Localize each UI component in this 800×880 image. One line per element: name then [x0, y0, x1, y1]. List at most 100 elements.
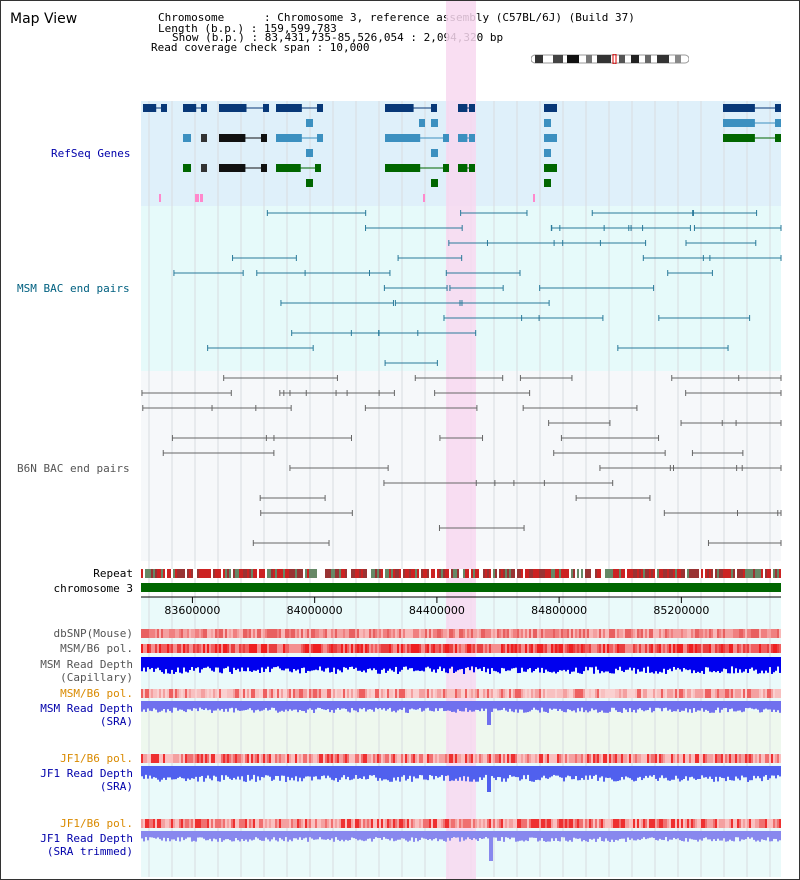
- jf1-depth-trimmed-bar: [153, 831, 155, 838]
- jf1-depth-trimmed-bar: [775, 831, 777, 839]
- jf1-pol2-cell: [183, 819, 185, 828]
- jf1-depth-trimmed-bar: [347, 831, 349, 841]
- jf1-depth-trimmed-bar: [267, 831, 269, 840]
- repeat-segment: [581, 569, 583, 578]
- label-sra-1: (SRA): [99, 715, 133, 728]
- msm-depth-capillary-bar: [595, 657, 597, 667]
- dbsnp-cell: [597, 629, 599, 638]
- msm-pol2-cell: [447, 689, 449, 698]
- repeat-segment: [477, 569, 479, 578]
- dbsnp-cell: [337, 629, 339, 638]
- msm-pol-cell: [273, 644, 275, 653]
- jf1-depth-sra-bar: [657, 766, 659, 781]
- repeat-segment: [151, 569, 153, 578]
- jf1-pol2-cell: [457, 819, 459, 828]
- dbsnp-cell: [363, 629, 365, 638]
- jf1-pol-cell: [461, 754, 463, 763]
- msm-depth-sra-bar: [695, 701, 697, 712]
- msm-depth-sra-bar: [593, 701, 595, 711]
- msm-pol-cell: [223, 644, 225, 653]
- jf1-depth-sra-bar: [777, 766, 779, 776]
- jf1-pol-cell: [343, 754, 345, 763]
- jf1-depth-sra-bar: [455, 766, 457, 779]
- msm-depth-sra-bar: [427, 701, 429, 708]
- repeat-segment: [467, 569, 469, 578]
- msm-depth-sra-bar: [657, 701, 659, 708]
- repeat-segment: [537, 569, 539, 578]
- jf1-depth-trimmed-bar: [643, 831, 645, 838]
- dbsnp-cell: [477, 629, 479, 638]
- jf1-depth-sra-bar: [331, 766, 333, 780]
- jf1-depth-trimmed-bar: [581, 831, 583, 842]
- jf1-depth-trimmed-bar: [289, 831, 291, 840]
- jf1-pol-cell: [523, 754, 525, 763]
- repeat-segment: [205, 569, 207, 578]
- label-dbsnp: dbSNP(Mouse): [53, 627, 133, 640]
- msm-depth-sra-bar: [433, 701, 435, 712]
- msm-depth-sra-bar: [161, 701, 163, 711]
- jf1-pol-cell: [685, 754, 687, 763]
- gene-exon: [443, 164, 449, 172]
- jf1-depth-trimmed-bar: [263, 831, 265, 841]
- gene-exon: [143, 104, 157, 112]
- jf1-depth-trimmed-bar: [389, 831, 391, 841]
- msm-depth-capillary-bar: [717, 657, 719, 672]
- jf1-pol-cell: [577, 754, 579, 763]
- jf1-depth-sra-bar: [665, 766, 667, 778]
- pink-marker: [195, 194, 197, 202]
- msm-depth-sra-bar: [569, 701, 571, 710]
- dbsnp-cell: [529, 629, 531, 638]
- dbsnp-cell: [759, 629, 761, 638]
- jf1-pol-cell: [513, 754, 515, 763]
- msm-depth-capillary-bar: [437, 657, 439, 670]
- msm-pol2-cell: [673, 689, 675, 698]
- msm-pol-cell: [693, 644, 695, 653]
- msm-pol-cell: [399, 644, 401, 653]
- msm-depth-capillary-bar: [211, 657, 213, 671]
- msm-pol-cell: [387, 644, 389, 653]
- jf1-pol-cell: [527, 754, 529, 763]
- jf1-depth-sra-bar: [299, 766, 301, 778]
- jf1-depth-trimmed-bar: [205, 831, 207, 841]
- repeat-segment: [251, 569, 253, 578]
- msm-pol-cell: [197, 644, 199, 653]
- msm-depth-sra-bar: [721, 701, 723, 710]
- jf1-pol2-cell: [505, 819, 507, 828]
- msm-pol-cell: [655, 644, 657, 653]
- msm-pol-cell: [337, 644, 339, 653]
- msm-pol-cell: [363, 644, 365, 653]
- msm-depth-sra-bar: [177, 701, 179, 711]
- jf1-depth-trimmed-bar: [445, 831, 447, 842]
- msm-depth-capillary-bar: [653, 657, 655, 674]
- repeat-segment: [249, 569, 251, 578]
- msm-depth-sra-bar: [711, 701, 713, 713]
- msm-depth-capillary-bar: [245, 657, 247, 672]
- msm-pol-cell: [663, 644, 665, 653]
- chromosome-ideogram[interactable]: [531, 54, 689, 64]
- jf1-pol-cell: [721, 754, 723, 763]
- msm-pol2-cell: [305, 689, 307, 698]
- dbsnp-cell: [299, 629, 301, 638]
- msm-depth-capillary-bar: [327, 657, 329, 668]
- dbsnp-cell: [433, 629, 435, 638]
- msm-depth-capillary-bar: [447, 657, 449, 674]
- msm-pol2-cell: [557, 689, 559, 698]
- jf1-depth-sra-bar: [251, 766, 253, 780]
- jf1-pol-cell: [287, 754, 289, 763]
- jf1-pol-cell: [285, 754, 287, 763]
- dbsnp-cell: [189, 629, 191, 638]
- jf1-pol-cell: [505, 754, 507, 763]
- jf1-depth-trimmed-bar: [715, 831, 717, 841]
- jf1-pol-cell: [349, 754, 351, 763]
- dbsnp-cell: [665, 629, 667, 638]
- jf1-pol2-cell: [297, 819, 299, 828]
- jf1-depth-sra-bar: [437, 766, 439, 778]
- dbsnp-cell: [165, 629, 167, 638]
- msm-pol-cell: [657, 644, 659, 653]
- jf1-pol2-cell: [689, 819, 691, 828]
- jf1-depth-sra-bar: [411, 766, 413, 782]
- jf1-depth-trimmed-bar: [553, 831, 555, 841]
- dbsnp-cell: [495, 629, 497, 638]
- msm-depth-capillary-bar: [333, 657, 335, 668]
